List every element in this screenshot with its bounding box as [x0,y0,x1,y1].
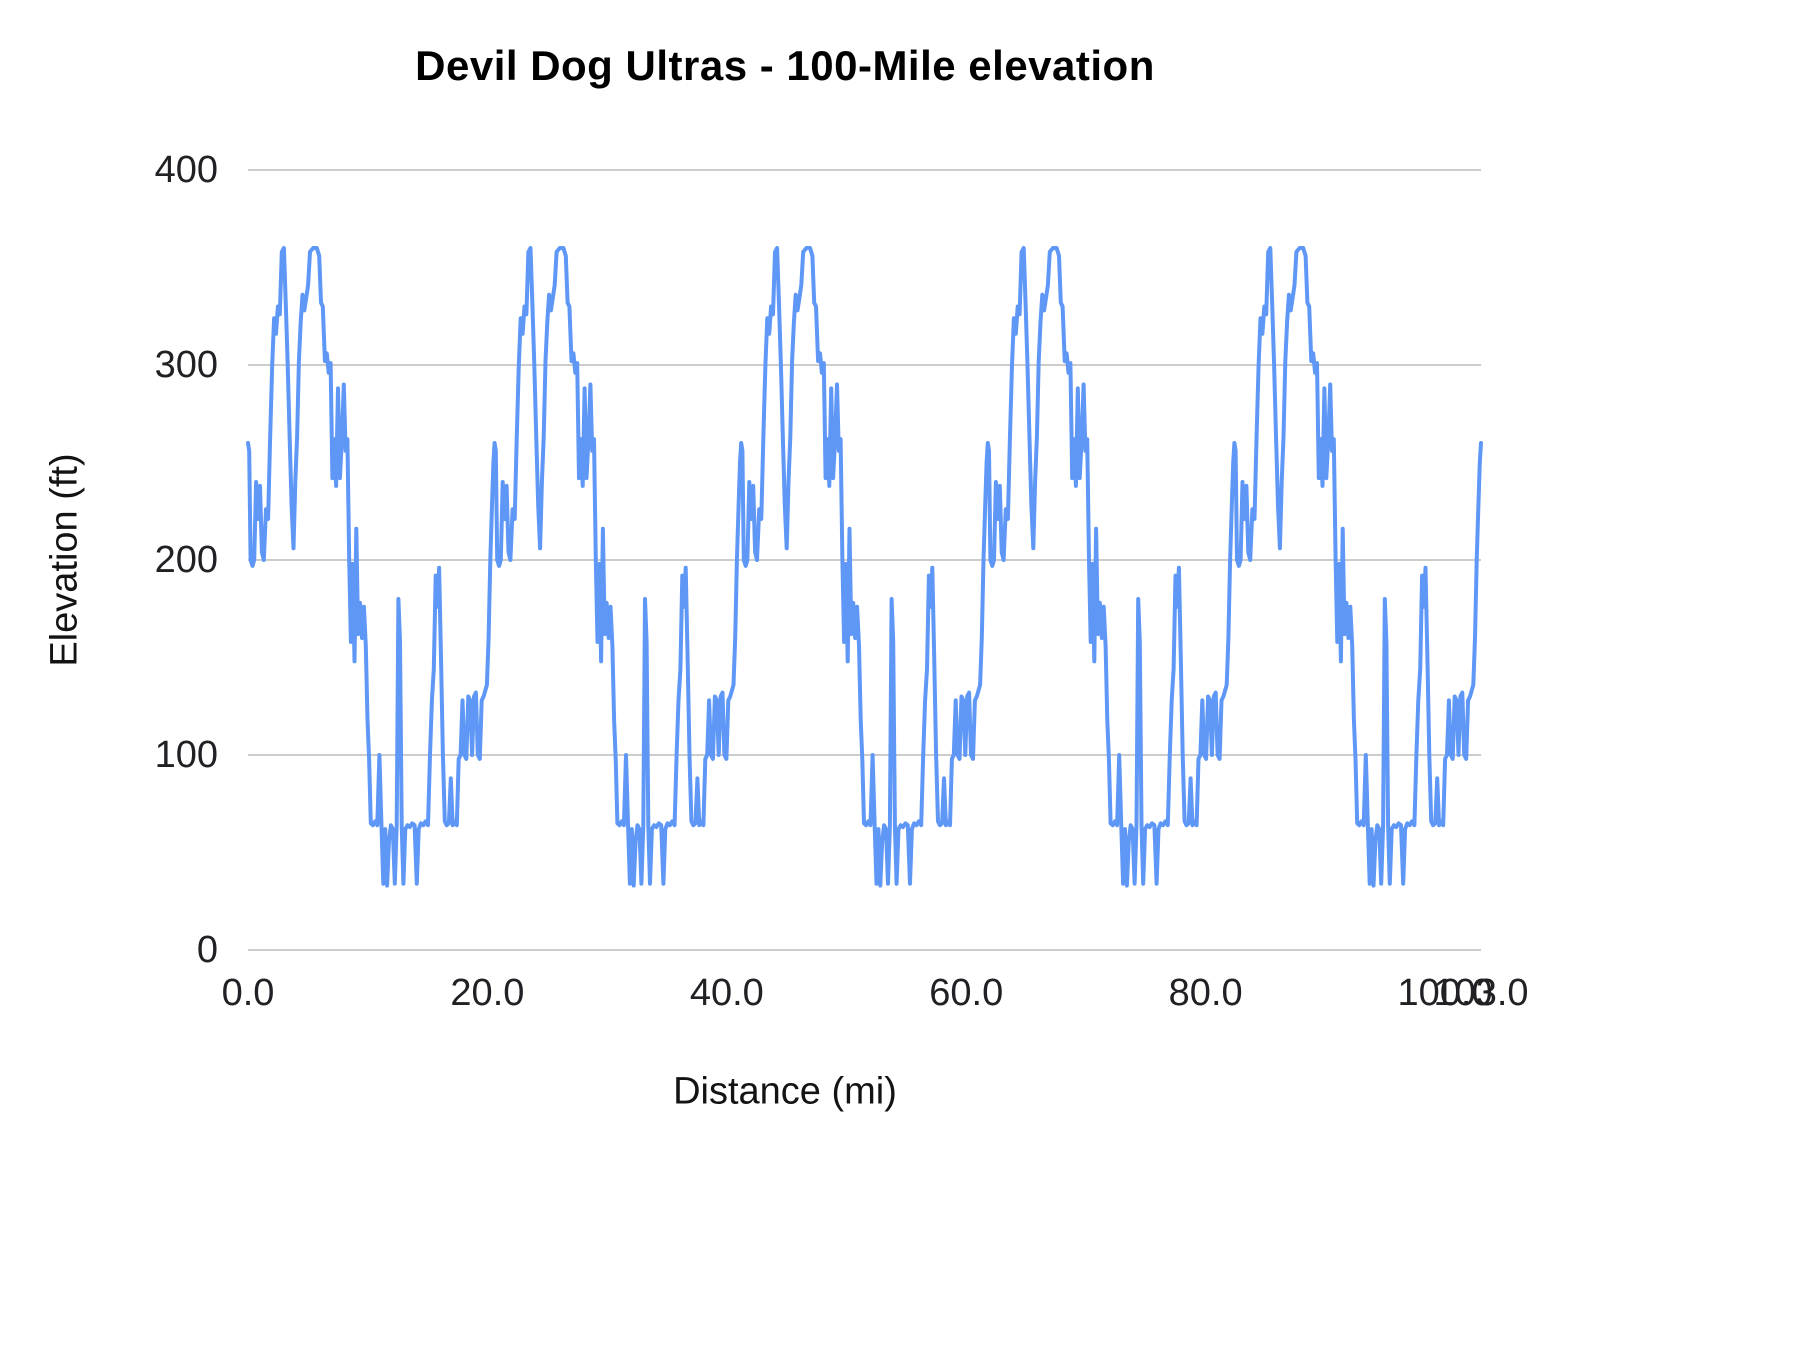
chart-title: Devil Dog Ultras - 100-Mile elevation [415,42,1155,89]
x-tick-label: 100.0 [1398,972,1493,1014]
x-axis-title: Distance (mi) [673,1070,897,1113]
y-tick-label: 200 [155,539,218,581]
y-tick-label: 100 [155,734,218,776]
plot-area: 0 100 200 300 400 0.0 20.0 40.0 60.0 80.0 100.0103… [155,149,1529,1014]
x-tick-label: 20.0 [450,972,524,1014]
x-tick-label: 0.0 [222,972,275,1014]
y-tick-label: 0 [197,929,218,971]
x-tick-label: 103.0 [1433,972,1528,1014]
x-tick-label: 40.0 [690,972,764,1014]
y-tick-label: 300 [155,344,218,386]
x-tick-label: 80.0 [1169,972,1243,1014]
elevation-line-series [246,246,1483,888]
elevation-chart-widget: Devil Dog Ultras - 100-Mile elevation 0 1… [43,42,1529,1113]
y-tick-label: 400 [155,149,218,191]
x-tick-label: 60.0 [929,972,1003,1014]
y-axis-title: Elevation (ft) [43,453,86,667]
